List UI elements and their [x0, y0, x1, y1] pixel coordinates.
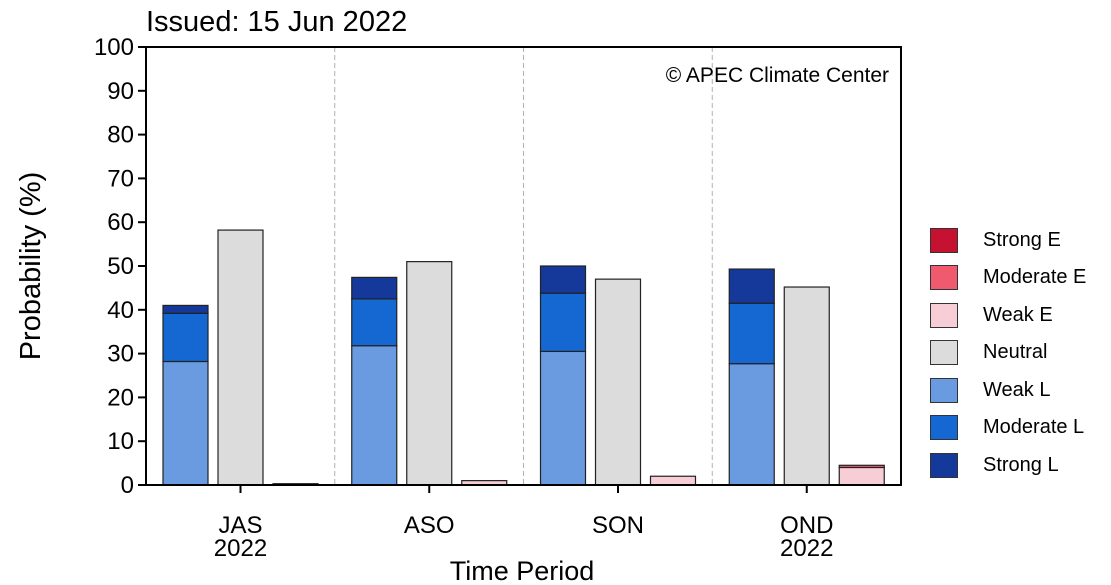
legend-swatch	[930, 415, 958, 440]
legend-label: Weak L	[983, 378, 1051, 401]
y-axis: 0 10 20 30 40 50 60 70 80 90 100	[94, 34, 146, 499]
legend-item: Neutral	[930, 339, 1047, 367]
y-tick-label: 20	[107, 384, 134, 411]
y-tick-label: 100	[94, 34, 134, 61]
bar-neutral	[783, 286, 830, 486]
bar-strong-l	[728, 268, 775, 304]
y-tick-label: 10	[107, 428, 134, 455]
bar-neutral	[594, 278, 642, 486]
bar-strong-l	[162, 304, 209, 314]
bar-weak-l	[539, 350, 587, 486]
legend-swatch	[930, 302, 958, 328]
bar-moderate-l	[351, 298, 398, 347]
y-tick-label: 70	[107, 165, 134, 192]
copyright-notice: © APEC Climate Center	[666, 64, 889, 87]
bar-strong-l	[539, 265, 587, 294]
bar-weak-e	[838, 466, 885, 486]
y-tick-label: 40	[107, 297, 134, 324]
legend-swatch	[930, 227, 958, 253]
legend-label: Moderate E	[983, 266, 1087, 288]
bar-moderate-l	[162, 312, 209, 363]
legend-swatch	[930, 377, 958, 403]
x-tick-label-year: 2022	[780, 535, 833, 562]
bar-moderate-e	[838, 464, 885, 469]
legend-label: Neutral	[983, 341, 1048, 363]
y-tick-label: 80	[107, 122, 134, 149]
bar-neutral	[406, 261, 453, 486]
period-separators	[334, 47, 713, 485]
x-tick-label: SON	[592, 512, 644, 539]
legend-swatch	[930, 340, 958, 365]
y-tick-label: 0	[121, 472, 134, 499]
legend-item: Strong E	[930, 226, 1061, 254]
legend-label: Moderate L	[983, 416, 1085, 438]
bar-weak-l	[728, 363, 775, 486]
legend-item: Strong L	[930, 451, 1059, 479]
y-tick-label: 60	[107, 209, 134, 236]
issued-date: Issued: 15 Jun 2022	[146, 6, 408, 38]
bar-moderate-l	[728, 302, 775, 365]
bar-moderate-l	[539, 292, 587, 353]
bar-strong-l	[351, 276, 398, 300]
legend-item: Weak L	[930, 376, 1050, 404]
bar-weak-l	[351, 345, 398, 486]
legend-item: Moderate E	[930, 264, 1086, 292]
bars	[162, 229, 885, 486]
legend-label: Weak E	[983, 303, 1053, 326]
x-tick-label: ASO	[404, 512, 455, 539]
bar-neutral	[217, 229, 264, 486]
x-axis-title: Time Period	[450, 556, 595, 585]
legend-item: Moderate L	[930, 414, 1084, 442]
y-tick-label: 30	[107, 341, 134, 368]
legend-swatch	[930, 452, 958, 478]
y-tick-label: 90	[107, 78, 134, 105]
legend-label: Strong E	[983, 228, 1061, 251]
x-tick-label: OND	[780, 512, 833, 539]
legend-label: Strong L	[983, 453, 1059, 476]
x-tick-label-year: 2022	[214, 535, 267, 562]
bar-weak-e	[649, 475, 697, 486]
x-tick-label: JAS	[218, 512, 262, 539]
y-axis-title: Probability (%)	[15, 172, 47, 361]
bar-weak-l	[162, 360, 209, 486]
y-tick-label: 50	[107, 253, 134, 280]
legend-item: Weak E	[930, 301, 1053, 329]
legend-swatch	[930, 265, 958, 290]
